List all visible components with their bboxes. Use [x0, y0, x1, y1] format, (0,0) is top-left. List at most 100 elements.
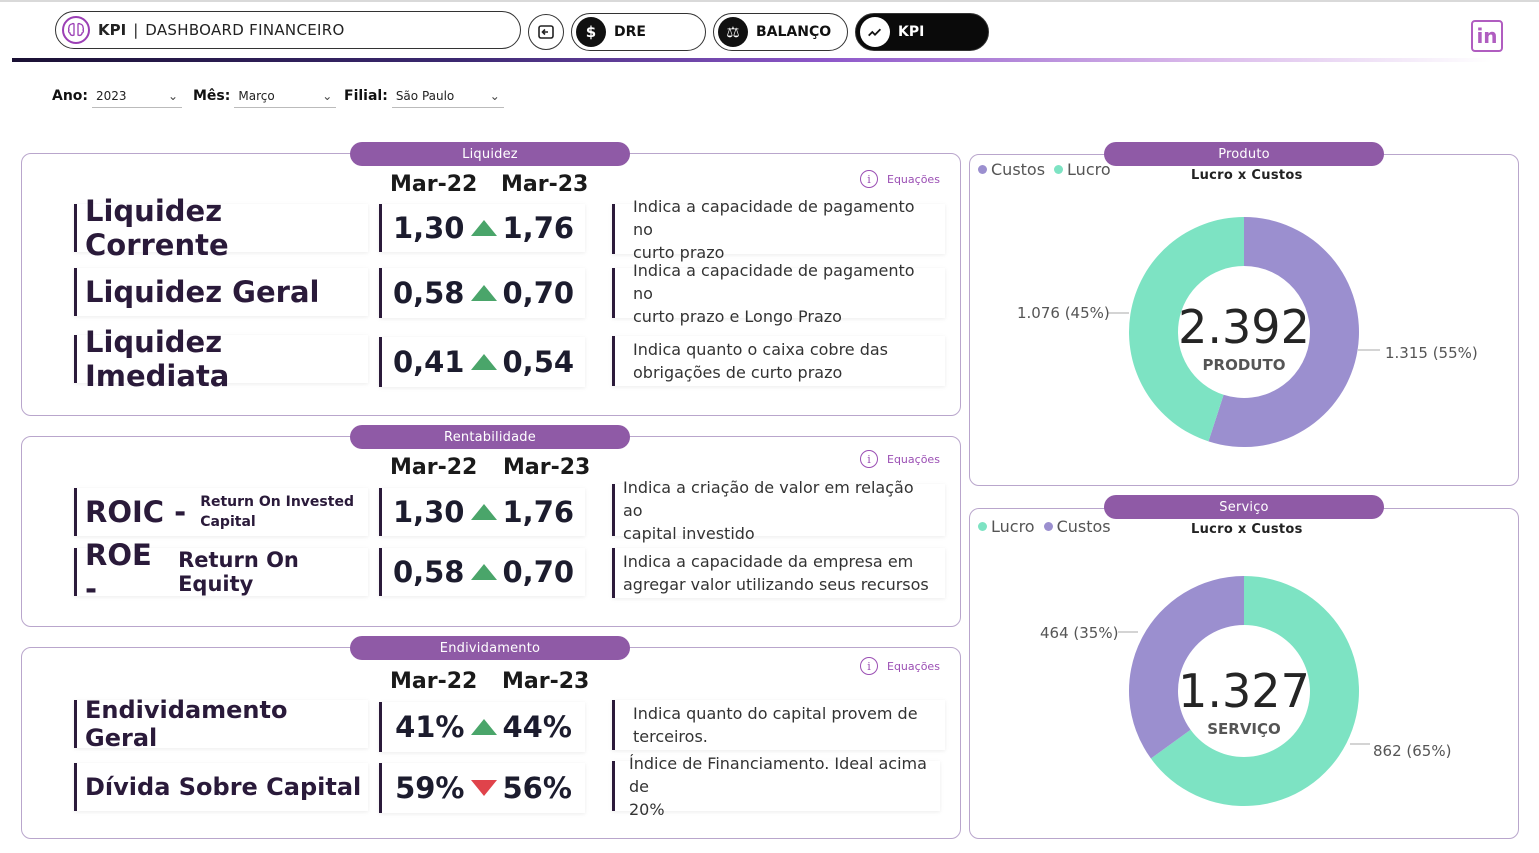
endividamento-col-prev: Mar-22 [390, 669, 478, 694]
legend-item-custos[interactable]: Custos [978, 160, 1045, 179]
top-border [0, 0, 1539, 2]
produto-donut-chart[interactable] [1119, 207, 1369, 457]
produto-center-label: PRODUTO [1202, 356, 1286, 374]
linkedin-icon[interactable]: in [1471, 20, 1503, 52]
produto-subtitle: Lucro x Custos [1191, 168, 1303, 183]
chevron-down-icon: ⌄ [489, 88, 500, 103]
desc-line-2: agregar valor utilizando seus recursos [623, 575, 929, 594]
donut-slice-custos[interactable] [1208, 217, 1359, 447]
desc-line-2: curto prazo e Longo Prazo [633, 306, 842, 326]
liquidez-tab: Liquidez [350, 142, 630, 166]
desc-line-1: Indica quanto do capital provem de [633, 704, 918, 723]
filter-mes-label: Mês: [193, 88, 231, 104]
divida-sobre-capital-desc: Índice de Financiamento. Ideal acima de 2… [612, 754, 940, 819]
value-curr: 44% [502, 710, 572, 744]
servico-subtitle: Lucro x Custos [1191, 522, 1303, 537]
brain-logo-icon [62, 16, 90, 44]
value-prev: 1,30 [392, 211, 465, 245]
liquidez-geral-values: 0,58 0,70 [379, 268, 585, 318]
liquidez-corrente-values: 1,30 1,76 [379, 204, 585, 252]
legend-item-lucro[interactable]: Lucro [978, 517, 1035, 536]
roic-name: ROIC - Return On Invested Capital [74, 488, 368, 536]
nav-balanco-button[interactable]: ⚖ BALANÇO [713, 13, 848, 51]
equacoes-label: Equações [887, 172, 940, 186]
legend-label: Custos [1056, 517, 1111, 536]
divida-sobre-capital-name: Dívida Sobre Capital [74, 763, 368, 811]
legend-dot [978, 165, 987, 174]
value-curr: 0,70 [502, 276, 575, 310]
liquidez-imediata-desc: Indica quanto o caixa cobre das obrigaçõe… [612, 336, 945, 386]
roic-values: 1,30 1,76 [379, 488, 585, 536]
roic-sub-line-2: Capital [200, 514, 256, 530]
header-gradient-divider [12, 58, 1492, 62]
value-curr: 0,70 [502, 555, 575, 589]
legend-item-lucro[interactable]: Lucro [1054, 160, 1111, 179]
endividamento-col-curr: Mar-23 [502, 669, 590, 694]
filter-filial-label: Filial: [344, 88, 388, 104]
nav-dre-button[interactable]: $ DRE [571, 13, 706, 51]
rentabilidade-tab: Rentabilidade [350, 425, 630, 449]
value-curr: 0,54 [502, 345, 575, 379]
endividamento-equacoes-link[interactable]: i Equações [860, 657, 940, 675]
endividamento-geral-desc: Indica quanto do capital provem de tercei… [612, 700, 945, 750]
roic-subtitle: Return On Invested Capital [200, 492, 354, 532]
liquidez-imediata-name: Liquidez Imediata [74, 325, 368, 393]
produto-center-value: 2.392 [1178, 300, 1310, 354]
desc-line-1: Indica a capacidade de pagamento no [633, 260, 915, 303]
value-prev: 0,41 [392, 345, 465, 379]
nav-balanco-label: BALANÇO [756, 24, 832, 40]
trend-up-icon [470, 285, 497, 301]
value-prev: 0,58 [392, 276, 465, 310]
liquidez-imediata-values: 0,41 0,54 [379, 337, 585, 387]
donut-slice-lucro[interactable] [1150, 576, 1359, 806]
back-button[interactable] [528, 14, 564, 50]
filter-mes-dropdown[interactable]: Março ⌄ [234, 84, 337, 108]
roe-label: ROE - [85, 538, 152, 606]
desc-line-1: Índice de Financiamento. Ideal acima de [629, 753, 927, 796]
liquidez-col-curr: Mar-23 [501, 172, 589, 197]
liquidez-geral-name: Liquidez Geral [74, 268, 368, 316]
trend-up-icon [470, 564, 497, 580]
donut-slice-custos[interactable] [1129, 576, 1244, 759]
nav-kpi-label: KPI [898, 24, 925, 40]
donut-slice-lucro[interactable] [1129, 217, 1244, 442]
roe-values: 0,58 0,70 [379, 548, 585, 596]
filter-mes-value: Março [238, 88, 275, 103]
chevron-down-icon: ⌄ [167, 88, 179, 103]
produto-callout-lines [1108, 312, 1380, 351]
filter-ano-dropdown[interactable]: 2023 ⌄ [92, 84, 183, 108]
produto-legend: Custos Lucro [978, 160, 1120, 179]
liquidez-corrente-name: Liquidez Corrente [74, 194, 368, 262]
desc-line-1: Indica a capacidade da empresa em [623, 552, 914, 571]
value-prev: 0,58 [392, 555, 465, 589]
roe-subtitle: Return On Equity [178, 548, 299, 596]
filter-ano: Ano: 2023 ⌄ [52, 84, 183, 108]
info-icon: i [860, 657, 878, 675]
title-text: DASHBOARD FINANCEIRO [145, 21, 345, 39]
desc-line-1: Indica a capacidade de pagamento no [633, 196, 915, 239]
roic-label: ROIC - [85, 495, 187, 529]
liquidez-equacoes-link[interactable]: i Equações [860, 170, 940, 188]
desc-line-1: Indica a criação de valor em relação ao [623, 477, 914, 520]
nav-dre-label: DRE [614, 24, 646, 40]
value-curr: 1,76 [502, 495, 575, 529]
trend-up-icon [470, 354, 497, 370]
legend-item-custos[interactable]: Custos [1043, 517, 1111, 536]
desc-line-2: capital investido [623, 523, 755, 543]
desc-line-2: curto prazo [633, 242, 725, 262]
desc-line-1: Indica quanto o caixa cobre das [633, 340, 889, 359]
legend-label: Custos [991, 160, 1046, 179]
rentabilidade-col-prev: Mar-22 [390, 455, 478, 480]
linkedin-label: in [1476, 24, 1498, 48]
legend-dot [1054, 165, 1064, 174]
servico-callout-lucro: 862 (65%) [1373, 742, 1452, 760]
back-arrow-icon [538, 25, 554, 39]
info-icon: i [860, 170, 878, 188]
servico-donut-chart[interactable] [1119, 566, 1369, 816]
rentabilidade-equacoes-link[interactable]: i Equações [860, 450, 940, 468]
servico-callout-custos: 464 (35%) [1040, 624, 1119, 642]
filter-filial-dropdown[interactable]: São Paulo ⌄ [391, 84, 504, 108]
legend-label: Lucro [991, 517, 1035, 536]
servico-tab: Serviço [1104, 495, 1384, 519]
nav-kpi-button[interactable]: KPI [855, 13, 989, 51]
